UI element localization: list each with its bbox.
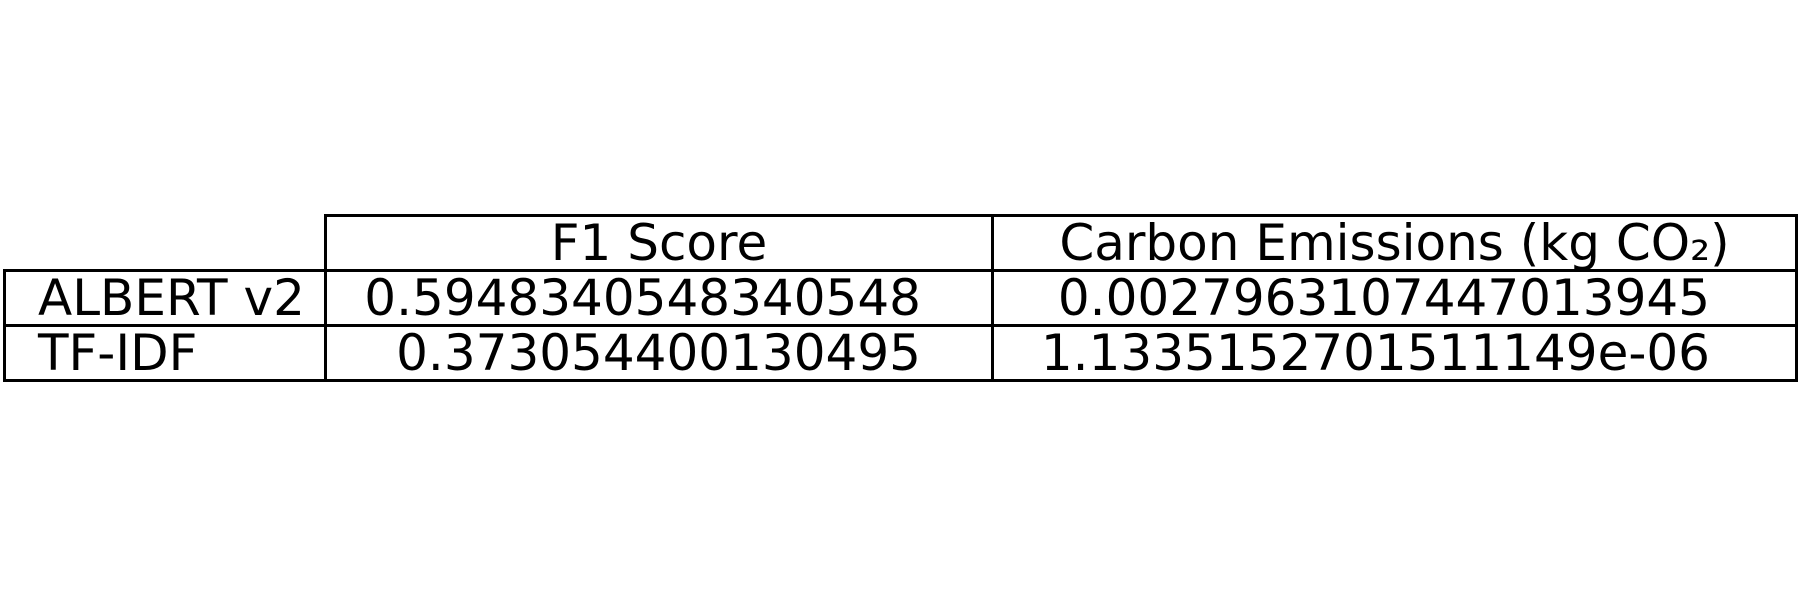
column-header-f1-score: F1 Score <box>324 214 994 272</box>
row-label-tf-idf: TF-IDF <box>3 324 327 382</box>
table-cell-tfidf-emissions: 1.1335152701511149e-06 <box>991 324 1798 382</box>
table-cell-albert-f1: 0.5948340548340548 <box>324 269 994 327</box>
column-header-carbon-emissions: Carbon Emissions (kg CO₂) <box>991 214 1798 272</box>
row-label-albert-v2: ALBERT v2 <box>3 269 327 327</box>
table-cell-tfidf-f1: 0.373054400130495 <box>324 324 994 382</box>
table-cell-albert-emissions: 0.0027963107447013945 <box>991 269 1798 327</box>
